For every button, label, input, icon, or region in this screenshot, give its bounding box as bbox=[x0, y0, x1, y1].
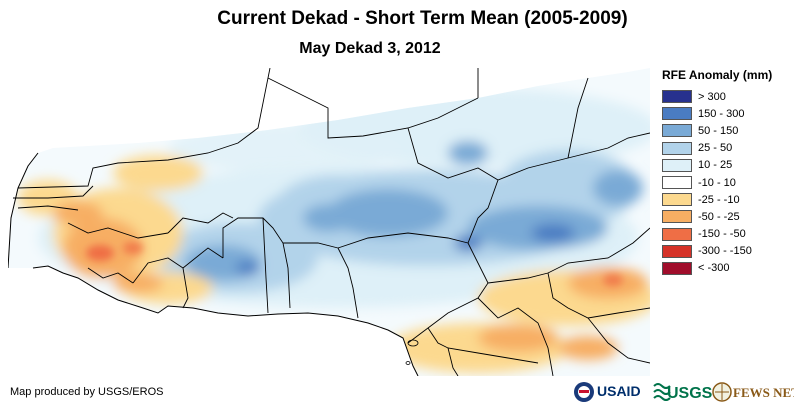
legend-swatch bbox=[662, 141, 692, 155]
legend-swatch bbox=[662, 261, 692, 275]
legend-swatch bbox=[662, 176, 692, 190]
usaid-logo: USAID bbox=[597, 383, 641, 399]
map-title: Current Dekad - Short Term Mean (2005-20… bbox=[217, 8, 628, 29]
legend-swatch bbox=[662, 90, 692, 104]
legend-title: RFE Anomaly (mm) bbox=[662, 68, 773, 82]
legend-item: 150 - 300 bbox=[662, 105, 794, 122]
legend-item: -150 - -50 bbox=[662, 226, 794, 243]
legend-label: -25 - -10 bbox=[698, 193, 740, 206]
legend-items: > 300 150 - 300 50 - 150 25 - 50 10 - 25 -10 … bbox=[662, 88, 794, 277]
legend-item: -300 - -150 bbox=[662, 243, 794, 260]
anomaly-field bbox=[8, 68, 650, 376]
legend-item: > 300 bbox=[662, 88, 794, 105]
legend-label: 10 - 25 bbox=[698, 159, 733, 172]
legend-swatch bbox=[662, 193, 692, 207]
legend-label: > 300 bbox=[698, 90, 726, 103]
legend-label: -10 - 10 bbox=[698, 176, 736, 189]
legend-swatch bbox=[662, 158, 692, 172]
legend-item: 25 - 50 bbox=[662, 140, 794, 157]
islands bbox=[405, 339, 419, 365]
usaid-seal-icon bbox=[574, 382, 594, 402]
fewsnet-logo: FEWS NET bbox=[733, 385, 794, 400]
legend-item: -25 - -10 bbox=[662, 191, 794, 208]
legend-item: 50 - 150 bbox=[662, 122, 794, 139]
country-borders bbox=[13, 68, 650, 376]
legend-item: -50 - -25 bbox=[662, 208, 794, 225]
legend-item: < -300 bbox=[662, 260, 794, 277]
anomaly-map-svg bbox=[8, 68, 650, 376]
map-subtitle: May Dekad 3, 2012 bbox=[299, 40, 441, 57]
legend-label: 50 - 150 bbox=[698, 124, 739, 137]
legend-label: < -300 bbox=[698, 262, 730, 275]
legend-swatch bbox=[662, 210, 692, 224]
legend-label: -150 - -50 bbox=[698, 228, 746, 241]
legend: RFE Anomaly (mm) > 300 150 - 300 50 - 150 2… bbox=[662, 68, 794, 277]
legend-swatch bbox=[662, 244, 692, 258]
legend-label: -50 - -25 bbox=[698, 210, 740, 223]
legend-label: -300 - -150 bbox=[698, 245, 752, 258]
usgs-wave-icon bbox=[653, 383, 671, 401]
fewsnet-globe-icon bbox=[712, 382, 732, 402]
agency-logos: USAID USGS FEWS NET bbox=[572, 376, 797, 408]
legend-item: -10 - 10 bbox=[662, 174, 794, 191]
legend-swatch bbox=[662, 227, 692, 241]
legend-swatch bbox=[662, 107, 692, 121]
anomaly-map bbox=[8, 68, 650, 376]
legend-swatch bbox=[662, 124, 692, 138]
usgs-logo: USGS bbox=[667, 385, 713, 402]
legend-label: 150 - 300 bbox=[698, 107, 745, 120]
legend-label: 25 - 50 bbox=[698, 142, 733, 155]
credit-text: Map produced by USGS/EROS bbox=[10, 386, 164, 398]
legend-item: 10 - 25 bbox=[662, 157, 794, 174]
